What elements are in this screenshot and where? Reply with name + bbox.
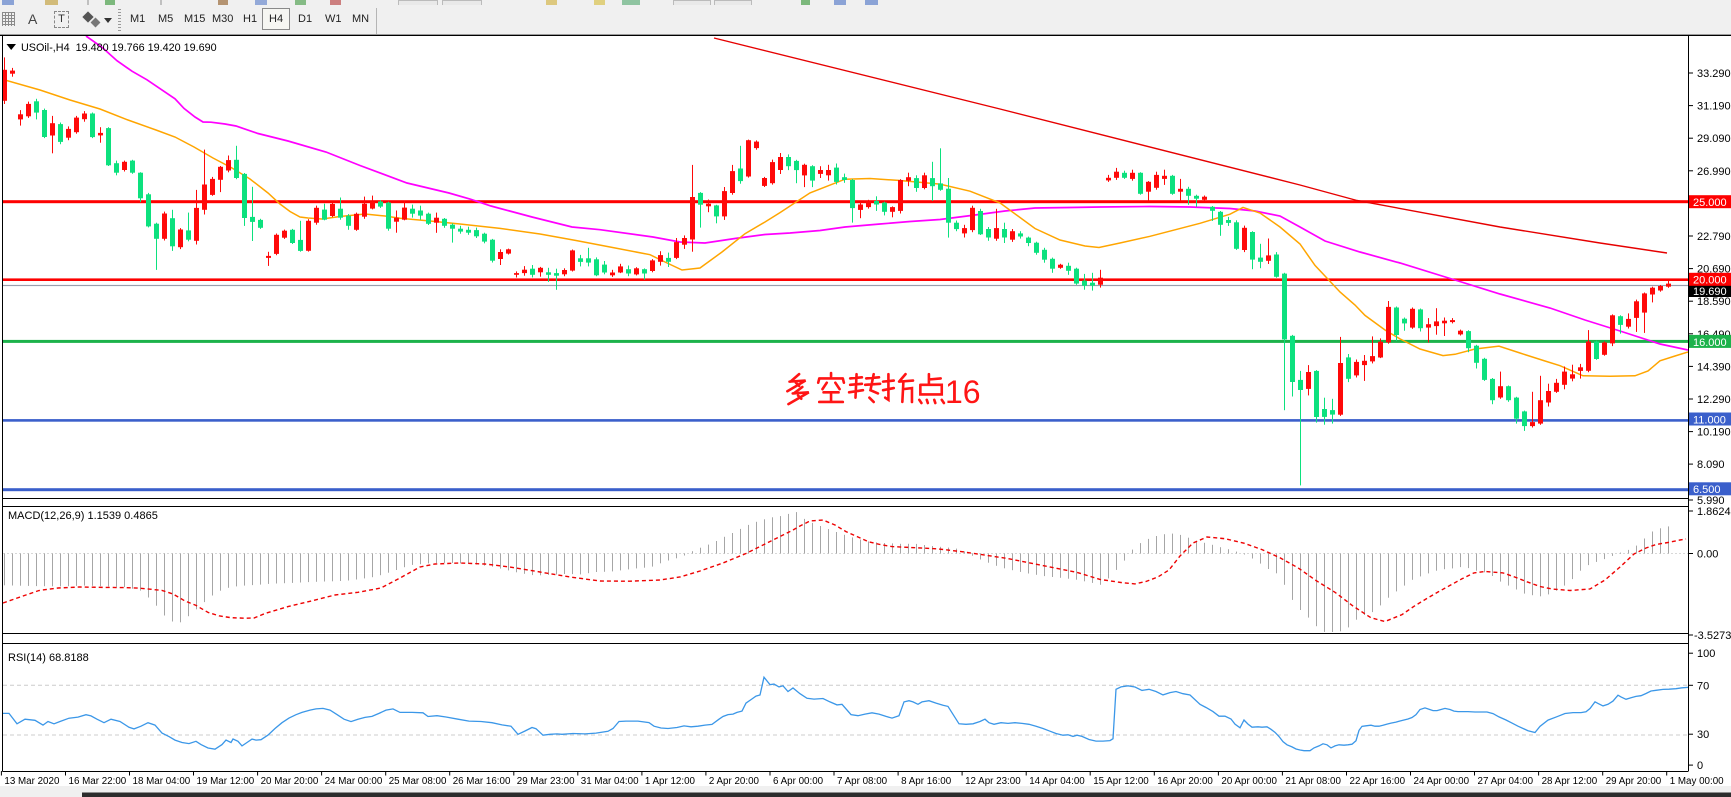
- svg-text:25.000: 25.000: [1693, 197, 1727, 209]
- svg-text:8.090: 8.090: [1697, 459, 1725, 471]
- svg-text:8 Apr 16:00: 8 Apr 16:00: [901, 776, 952, 787]
- svg-text:29 Mar 23:00: 29 Mar 23:00: [517, 776, 575, 787]
- svg-text:18 Mar 04:00: 18 Mar 04:00: [133, 776, 191, 787]
- svg-text:1 Apr 12:00: 1 Apr 12:00: [645, 776, 696, 787]
- svg-text:13 Mar 2020: 13 Mar 2020: [4, 776, 60, 787]
- svg-text:20.000: 20.000: [1693, 275, 1727, 287]
- svg-text:15 Apr 12:00: 15 Apr 12:00: [1093, 776, 1149, 787]
- svg-text:25 Mar 08:00: 25 Mar 08:00: [389, 776, 447, 787]
- svg-text:2 Apr 20:00: 2 Apr 20:00: [709, 776, 760, 787]
- svg-text:21 Apr 08:00: 21 Apr 08:00: [1285, 776, 1341, 787]
- svg-text:6.500: 6.500: [1693, 484, 1721, 496]
- svg-text:31.190: 31.190: [1697, 101, 1731, 113]
- svg-text:19.690: 19.690: [1693, 286, 1727, 298]
- svg-text:100: 100: [1697, 648, 1715, 660]
- svg-text:12 Apr 23:00: 12 Apr 23:00: [965, 776, 1021, 787]
- svg-text:16: 16: [945, 374, 981, 410]
- svg-text:22 Apr 16:00: 22 Apr 16:00: [1350, 776, 1406, 787]
- svg-text:-3.5273: -3.5273: [1694, 630, 1731, 642]
- svg-text:16.000: 16.000: [1693, 337, 1727, 349]
- svg-text:6 Apr 00:00: 6 Apr 00:00: [773, 776, 824, 787]
- svg-text:20.690: 20.690: [1697, 264, 1731, 276]
- svg-text:31 Mar 04:00: 31 Mar 04:00: [581, 776, 639, 787]
- svg-text:1.8624: 1.8624: [1697, 506, 1731, 518]
- svg-text:20 Apr 00:00: 20 Apr 00:00: [1221, 776, 1277, 787]
- svg-text:RSI(14) 68.8188: RSI(14) 68.8188: [8, 652, 89, 664]
- svg-text:22.790: 22.790: [1697, 231, 1731, 243]
- svg-text:5.990: 5.990: [1697, 495, 1725, 507]
- svg-text:30: 30: [1697, 729, 1709, 741]
- svg-text:1 May 00:00: 1 May 00:00: [1670, 776, 1724, 787]
- svg-text:70: 70: [1697, 680, 1709, 692]
- svg-text:10.190: 10.190: [1697, 427, 1731, 439]
- svg-text:33.290: 33.290: [1697, 68, 1731, 80]
- svg-text:7 Apr 08:00: 7 Apr 08:00: [837, 776, 888, 787]
- svg-text:29.090: 29.090: [1697, 133, 1731, 145]
- svg-text:0.00: 0.00: [1697, 549, 1718, 561]
- svg-text:18.590: 18.590: [1697, 296, 1731, 308]
- svg-text:USOil-,H4 19.480 19.766 19.42: USOil-,H4 19.480 19.766 19.420 19.690: [21, 42, 217, 54]
- svg-text:16 Apr 20:00: 16 Apr 20:00: [1157, 776, 1213, 787]
- svg-text:24 Mar 00:00: 24 Mar 00:00: [325, 776, 383, 787]
- svg-text:12.290: 12.290: [1697, 394, 1731, 406]
- svg-text:26.990: 26.990: [1697, 166, 1731, 178]
- svg-text:MACD(12,26,9) 1.1539 0.4865: MACD(12,26,9) 1.1539 0.4865: [8, 510, 158, 522]
- svg-text:27 Apr 04:00: 27 Apr 04:00: [1478, 776, 1534, 787]
- svg-text:14.390: 14.390: [1697, 361, 1731, 373]
- svg-text:26 Mar 16:00: 26 Mar 16:00: [453, 776, 511, 787]
- svg-text:11.000: 11.000: [1693, 414, 1726, 426]
- svg-text:28 Apr 12:00: 28 Apr 12:00: [1542, 776, 1598, 787]
- svg-text:29 Apr 20:00: 29 Apr 20:00: [1606, 776, 1662, 787]
- svg-text:14 Apr 04:00: 14 Apr 04:00: [1029, 776, 1085, 787]
- svg-text:16 Mar 22:00: 16 Mar 22:00: [69, 776, 127, 787]
- svg-text:24 Apr 00:00: 24 Apr 00:00: [1414, 776, 1470, 787]
- svg-text:19 Mar 12:00: 19 Mar 12:00: [197, 776, 255, 787]
- svg-text:0: 0: [1697, 760, 1703, 772]
- svg-text:20 Mar 20:00: 20 Mar 20:00: [261, 776, 319, 787]
